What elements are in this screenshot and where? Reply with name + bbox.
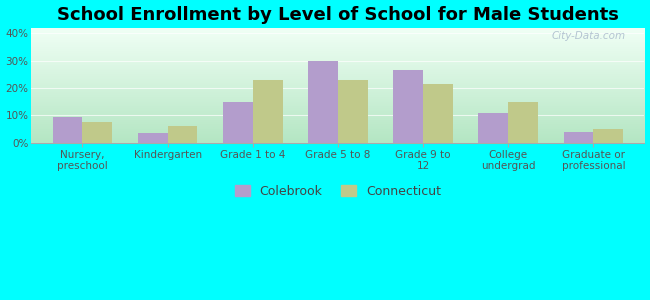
Bar [593,129,623,143]
Bar [478,112,508,143]
Bar [564,132,593,143]
Bar [83,122,112,143]
Title: School Enrollment by Level of School for Male Students: School Enrollment by Level of School for… [57,6,619,24]
Bar [138,133,168,143]
Bar [253,80,283,143]
Bar [338,80,368,143]
Bar [393,70,423,143]
Bar [423,84,453,143]
Bar [168,126,198,143]
Legend: Colebrook, Connecticut: Colebrook, Connecticut [229,180,446,203]
Bar [508,102,538,143]
Bar [223,102,253,143]
Bar [53,117,83,143]
Text: City-Data.com: City-Data.com [552,31,626,41]
Bar [308,61,338,143]
